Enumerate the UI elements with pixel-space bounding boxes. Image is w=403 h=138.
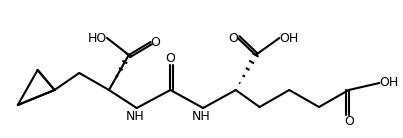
Text: NH: NH [192, 110, 210, 123]
Text: O: O [344, 115, 354, 128]
Text: O: O [151, 35, 160, 48]
Text: NH: NH [125, 110, 144, 123]
Text: O: O [228, 31, 238, 44]
Text: OH: OH [279, 31, 299, 44]
Text: O: O [166, 52, 175, 65]
Text: HO: HO [88, 31, 107, 44]
Text: OH: OH [380, 76, 399, 90]
